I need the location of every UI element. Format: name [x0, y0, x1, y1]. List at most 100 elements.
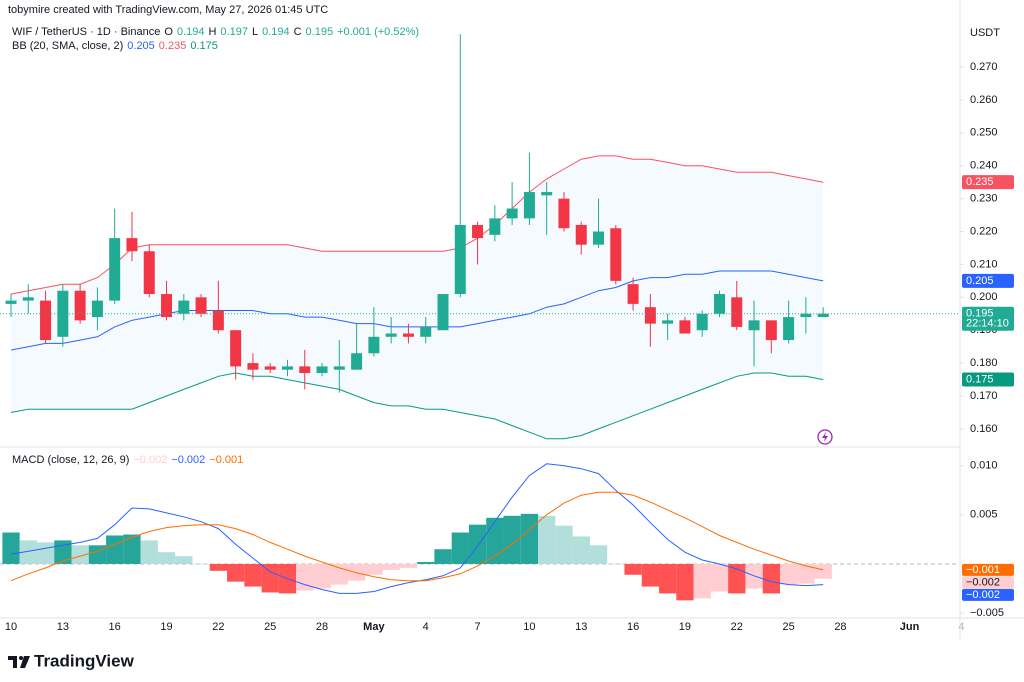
x-tick-label: 25 [264, 621, 276, 633]
x-tick-label: 25 [782, 621, 794, 633]
candle-body [91, 300, 103, 318]
candle-body [195, 297, 207, 314]
candle-body [679, 320, 691, 334]
x-tick-label: 28 [834, 621, 846, 633]
macd-legend: MACD (close, 12, 26, 9) −0.002 −0.002 −0.0… [12, 454, 243, 466]
candle-body [748, 320, 760, 331]
candle-body [385, 333, 397, 337]
candle-body [230, 330, 242, 367]
macd-badge-label: −0.001 [966, 564, 1000, 576]
histogram-bar [175, 556, 193, 564]
plot-area [0, 34, 958, 601]
candle-body [662, 320, 674, 324]
candle-body [143, 251, 155, 295]
candle-body [247, 363, 259, 370]
legend-value: −0.001 [209, 454, 244, 466]
y-tick-label: 0.240 [970, 160, 998, 172]
price-badge-label: 0.205 [966, 275, 994, 287]
indicator: MACD (close, 12, 26, 9) [12, 454, 130, 466]
candle-body [541, 192, 553, 196]
y-tick-label: 0.170 [970, 390, 998, 402]
candle-body [627, 284, 639, 304]
x-tick-label: 16 [109, 621, 121, 633]
histogram-bar [71, 545, 89, 564]
histogram-bar [140, 540, 158, 564]
histogram-bar [728, 563, 746, 594]
x-tick-label: 13 [57, 621, 69, 633]
candle-body [454, 224, 466, 295]
y-tick-label: 0.010 [970, 460, 998, 472]
histogram-bar [589, 545, 608, 564]
histogram-bar [382, 563, 400, 570]
candle-body [610, 228, 622, 281]
histogram-bar [106, 535, 124, 564]
histogram-bar [693, 563, 711, 599]
candle-body [40, 300, 52, 341]
y-tick-label: −0.005 [970, 607, 1004, 619]
candle-body [817, 313, 829, 318]
y-tick-label: 0.160 [970, 423, 998, 435]
histogram-bar [538, 515, 556, 564]
bb-line [10, 155, 824, 295]
logo-icon [8, 656, 30, 668]
candle-body [472, 224, 484, 239]
price-badge [962, 273, 1014, 288]
bb-line [10, 270, 824, 351]
x-tick-label: May [363, 621, 385, 633]
candle-body [783, 317, 795, 341]
legend-key: O [164, 26, 173, 38]
y-tick-label: 0.220 [970, 225, 998, 237]
histogram-bar [814, 563, 832, 579]
histogram-bar [659, 563, 677, 594]
event-icon [817, 429, 833, 445]
header-text: tobymire created with TradingView.com, M… [8, 4, 328, 16]
price-badge-label: 0.235 [966, 176, 994, 188]
candle-body [281, 366, 293, 370]
price-badge [962, 372, 1014, 387]
legend-value: −0.002 [133, 454, 168, 466]
legend-value: −0.002 [171, 454, 206, 466]
candle-body [575, 224, 587, 245]
candle-body [264, 366, 276, 370]
histogram-bar [123, 534, 141, 564]
x-tick-label: 16 [627, 621, 639, 633]
y-tick-label: 0.260 [970, 94, 998, 106]
histogram-bar [209, 563, 228, 571]
price-legend: WIF / TetherUS · 1D · Binance O 0.194 H 0.1… [12, 26, 419, 38]
histogram-bar [296, 563, 314, 591]
macd-badge-label: −0.002 [966, 576, 1000, 588]
legend-value: 0.197 [220, 26, 248, 38]
x-tick-label: 10 [523, 621, 535, 633]
candle-body [489, 218, 501, 235]
histogram-bar [572, 536, 590, 564]
candle-body [351, 353, 363, 370]
legend-value: 0.235 [158, 40, 187, 52]
candle-body [22, 297, 34, 301]
x-tick-label: 19 [679, 621, 691, 633]
histogram-bar [434, 549, 452, 564]
histogram-bar [417, 562, 435, 564]
candle-body [420, 326, 432, 337]
macd-badge [962, 588, 1014, 601]
candle-body [644, 307, 656, 324]
candle-body [212, 310, 224, 331]
candle-body [109, 238, 121, 301]
logo-text: TradingView [34, 651, 135, 670]
candle-body [765, 320, 777, 341]
histogram-bar [624, 563, 642, 575]
candle-body [437, 294, 449, 331]
histogram-bar [503, 515, 521, 564]
y-tick-label: 0.270 [970, 61, 998, 73]
x-tick-label: 4 [423, 621, 429, 633]
candle-body [333, 366, 345, 370]
candle-body [5, 300, 17, 304]
histogram-bar [607, 563, 625, 565]
histogram-bar [244, 563, 262, 587]
y-tick-label: 0.005 [970, 509, 998, 521]
candle-body [161, 294, 173, 318]
candle-body [299, 366, 311, 373]
legend-value: 0.194 [262, 26, 290, 38]
bb-fill [11, 155, 824, 439]
candle-body [178, 300, 190, 314]
